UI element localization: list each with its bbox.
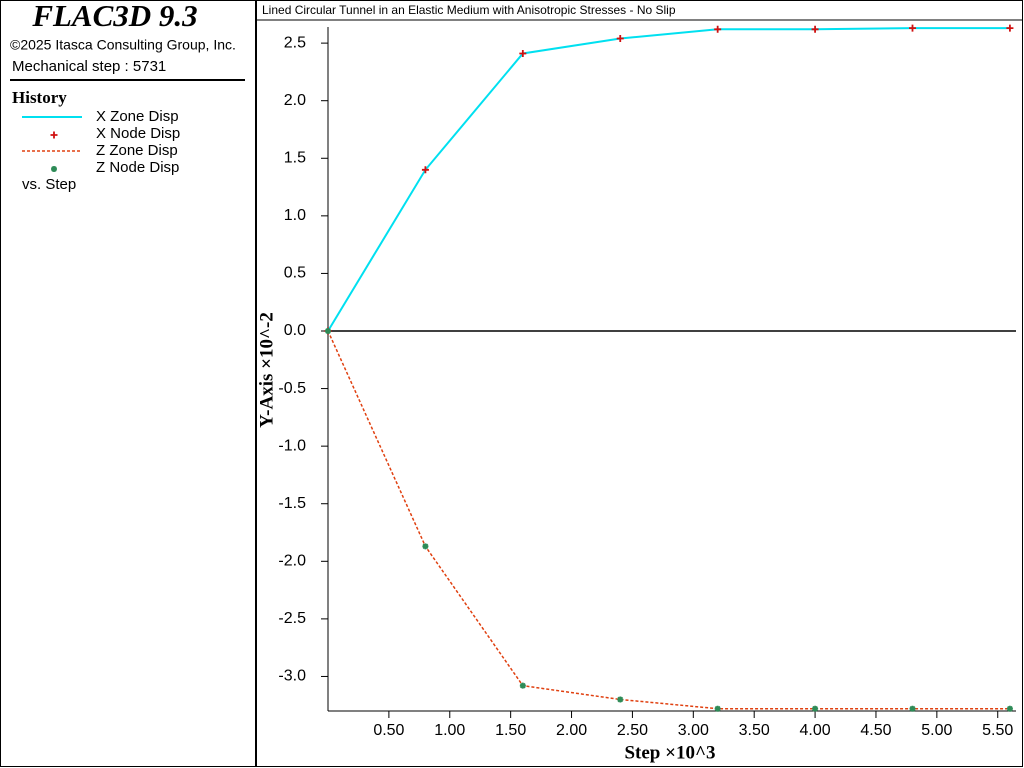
copyright: ©2025 Itasca Consulting Group, Inc. [10, 37, 236, 53]
y-tick-label: -2.5 [278, 610, 306, 627]
plus-marker [519, 49, 527, 57]
series-line [327, 330, 1010, 710]
star-marker [325, 328, 331, 334]
star-marker [422, 543, 429, 550]
legend-swatch [51, 166, 57, 172]
product-title: FLAC3D 9.3 [31, 0, 197, 33]
legend-note: vs. Step [22, 176, 76, 193]
y-tick-label: 0.5 [284, 265, 306, 282]
legend-title: History [12, 88, 67, 107]
star-marker [617, 696, 624, 703]
x-tick-label: 5.50 [982, 722, 1013, 739]
y-tick-label: 1.0 [284, 207, 306, 224]
chart-title: Lined Circular Tunnel in an Elastic Medi… [262, 3, 676, 17]
x-tick-label: 3.00 [678, 722, 709, 739]
x-tick-label: 4.00 [800, 722, 831, 739]
plus-marker [908, 24, 916, 32]
star-marker [519, 682, 526, 689]
star-marker [1006, 705, 1013, 712]
x-tick-label: 2.50 [617, 722, 648, 739]
y-tick-label: 2.5 [284, 34, 306, 51]
plus-marker [421, 166, 429, 174]
star-marker [714, 705, 721, 712]
x-tick-label: 4.50 [860, 722, 891, 739]
x-tick-label: 2.00 [556, 722, 587, 739]
legend-label: X Node Disp [96, 125, 180, 142]
legend-label: Z Node Disp [96, 159, 179, 176]
x-tick-label: 3.50 [739, 722, 770, 739]
y-tick-label: 0.0 [284, 322, 306, 339]
legend-label: Z Zone Disp [96, 142, 178, 159]
y-axis-label: Y-Axis ×10^-2 [256, 312, 277, 428]
y-tick-label: -0.5 [278, 380, 306, 397]
series-line [327, 27, 1010, 332]
y-tick-label: -1.5 [278, 495, 306, 512]
y-tick-label: -2.0 [278, 553, 306, 570]
x-tick-label: 1.50 [495, 722, 526, 739]
x-axis-label: Step ×10^3 [624, 742, 715, 763]
step-label: Mechanical step : 5731 [12, 58, 166, 75]
legend-label: X Zone Disp [96, 108, 179, 125]
legend-swatch [50, 131, 58, 139]
star-marker [909, 705, 916, 712]
plus-marker [1006, 24, 1014, 32]
x-tick-label: 1.00 [434, 722, 465, 739]
plus-marker [811, 25, 819, 33]
y-tick-label: -3.0 [278, 668, 306, 685]
y-tick-label: -1.0 [278, 437, 306, 454]
plus-marker [714, 25, 722, 33]
y-tick-label: 2.0 [284, 92, 306, 109]
x-tick-label: 0.50 [373, 722, 404, 739]
star-marker [812, 705, 819, 712]
y-tick-label: 1.5 [284, 149, 306, 166]
plus-marker [616, 35, 624, 43]
x-tick-label: 5.00 [921, 722, 952, 739]
